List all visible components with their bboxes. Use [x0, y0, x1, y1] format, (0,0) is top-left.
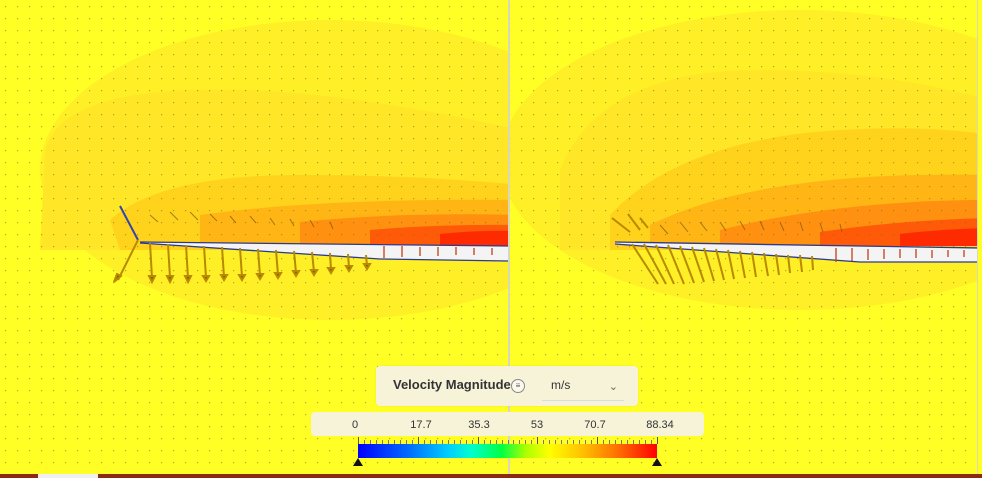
colorbar-tick [621, 440, 623, 444]
colorbar-tick [405, 440, 407, 444]
colorbar-tick [483, 440, 485, 444]
colorbar-tick [363, 440, 365, 444]
colorbar-tick-label: 53 [530, 419, 544, 431]
colorbar-tick [627, 440, 629, 444]
colorbar-tick [501, 440, 503, 444]
colorbar-tick [609, 440, 611, 444]
colorbar-tick [399, 440, 401, 444]
colorbar-tick-label: 17.7 [410, 419, 432, 431]
colorbar-tick [495, 440, 497, 444]
colorbar-tick [435, 440, 437, 444]
colorbar-tick-label: 88.34 [646, 419, 674, 431]
colorbar-tick [375, 440, 377, 444]
colorbar-tick [651, 440, 653, 444]
colorbar-tick-label: 35.3 [468, 419, 490, 431]
colorbar-tick [531, 440, 533, 444]
viewport-divider[interactable] [508, 0, 510, 478]
colorbar-tick-label: 0 [351, 419, 359, 431]
colorbar-tick [573, 440, 575, 444]
viewport-edge [977, 0, 978, 478]
colorbar-tick [585, 440, 587, 444]
legend-header: Velocity Magnitude ≡ m/s ⌄ [376, 366, 638, 406]
colorbar-tick [381, 440, 383, 444]
colorbar-tick [579, 440, 581, 444]
colorbar-tick [459, 440, 461, 444]
colorbar-tick [543, 440, 545, 444]
colorbar-tick [639, 440, 641, 444]
colorbar-tick [441, 440, 443, 444]
colorbar-tick [567, 440, 569, 444]
bottom-tab[interactable] [38, 474, 98, 478]
colorbar-tick [471, 440, 473, 444]
colorbar-tick [561, 440, 563, 444]
colorbar-tick [603, 440, 605, 444]
colorbar-panel [311, 412, 704, 436]
colorbar-tick [591, 440, 593, 444]
bottom-toolbar-strip [0, 474, 982, 478]
colorbar-tick [387, 440, 389, 444]
colorbar-max-handle[interactable] [652, 458, 662, 466]
colorbar [358, 444, 657, 458]
chevron-down-icon: ⌄ [608, 381, 618, 393]
colorbar-tick [453, 440, 455, 444]
colorbar-tick [423, 440, 425, 444]
colorbar-tick [465, 440, 467, 444]
colorbar-tick [358, 437, 359, 444]
colorbar-tick [507, 440, 509, 444]
colorbar-min-handle[interactable] [353, 458, 363, 466]
menu-icon[interactable]: ≡ [511, 379, 525, 393]
colorbar-tick [525, 440, 527, 444]
colorbar-tick [447, 440, 449, 444]
colorbar-tick [615, 440, 617, 444]
colorbar-tick [657, 437, 658, 444]
colorbar-tick [537, 437, 539, 444]
colorbar-tick [513, 440, 515, 444]
colorbar-tick [549, 440, 551, 444]
colorbar-tick [393, 440, 395, 444]
colorbar-tick [519, 440, 521, 444]
colorbar-tick-label: 70.7 [584, 419, 606, 431]
unit-value: m/s [551, 378, 571, 392]
colorbar-tick [645, 440, 647, 444]
colorbar-tick [411, 440, 413, 444]
right-view [510, 0, 977, 478]
colorbar-tick [429, 440, 431, 444]
colorbar-tick [477, 437, 479, 444]
colorbar-tick [417, 437, 419, 444]
colorbar-tick [555, 440, 557, 444]
colorbar-tick [489, 440, 491, 444]
colorbar-tick [597, 437, 599, 444]
colorbar-tick [369, 440, 371, 444]
legend-title: Velocity Magnitude [393, 377, 511, 392]
unit-select[interactable]: m/s ⌄ [542, 374, 624, 401]
colorbar-tick [633, 440, 635, 444]
